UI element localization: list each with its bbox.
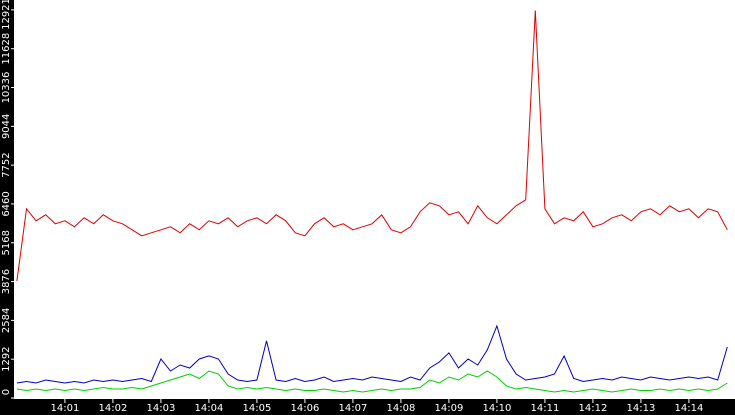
y-axis-band xyxy=(0,0,14,415)
x-tick-label: 14:07 xyxy=(339,403,368,414)
x-tick-label: 14:03 xyxy=(147,403,176,414)
x-tick-label: 14:04 xyxy=(195,403,224,414)
y-tick-label: 2584 xyxy=(1,308,12,333)
x-tick-label: 14:12 xyxy=(579,403,608,414)
y-tick-label: 0 xyxy=(1,389,12,395)
x-tick-label: 14:06 xyxy=(291,403,320,414)
x-axis-band xyxy=(0,399,735,415)
x-tick-label: 14:05 xyxy=(243,403,272,414)
x-tick-label: 14:02 xyxy=(99,403,128,414)
y-tick-label: 6460 xyxy=(1,191,12,216)
x-tick-label: 14:13 xyxy=(627,403,656,414)
x-tick-label: 14:14 xyxy=(675,403,704,414)
y-tick-label: 5168 xyxy=(1,230,12,255)
x-tick-label: 14:01 xyxy=(51,403,80,414)
y-tick-label: 12921 xyxy=(1,0,12,30)
y-tick-label: 11628 xyxy=(1,33,12,65)
series-line xyxy=(16,10,728,281)
y-tick-label: 7752 xyxy=(1,152,12,177)
series-line xyxy=(16,324,728,384)
y-tick-label: 9044 xyxy=(1,114,12,139)
x-tick-label: 14:10 xyxy=(483,403,512,414)
y-tick-label: 10336 xyxy=(1,72,12,104)
y-tick-label: 3876 xyxy=(1,269,12,294)
x-tick-label: 14:09 xyxy=(435,403,464,414)
y-tick-label: 1292 xyxy=(1,346,12,371)
series-line xyxy=(16,370,728,393)
x-tick-label: 14:08 xyxy=(387,403,416,414)
x-tick-label: 14:11 xyxy=(531,403,560,414)
